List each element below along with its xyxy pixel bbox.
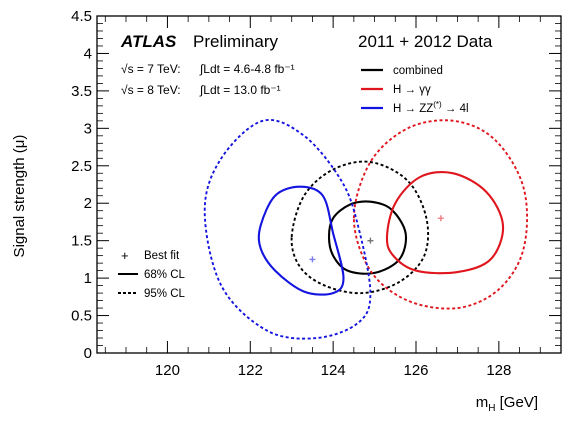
y-tick-label: 0: [84, 345, 92, 362]
axis-ticks: [97, 15, 561, 354]
y-tick-label: 2.5: [71, 158, 92, 175]
lumi-7tev-value: ∫Ldt = 4.6-4.8 fb⁻¹: [199, 62, 295, 76]
y-axis-title: Signal strength (μ): [11, 135, 28, 258]
combined-best-fit-marker: [367, 237, 374, 244]
channel-legend: combined H → γγ H → ZZ(*) → 4l: [361, 65, 469, 115]
zz-best-fit-marker: [309, 256, 316, 263]
tick-labels: 0 0.5 1 1.5 2 2.5 3 3.5 4 4.5 120 122 124 126 128: [71, 8, 511, 379]
legend-gg-label: H → γγ: [393, 84, 431, 96]
x-tick-label: 120: [155, 362, 180, 379]
y-tick-label: 1: [84, 270, 92, 287]
x-axis-title: mH [GeV]: [476, 394, 538, 414]
style-legend: + Best fit 68% CL 95% CL: [118, 248, 186, 300]
x-tick-label: 128: [486, 362, 511, 379]
y-tick-label: 2: [84, 195, 92, 212]
combined-95cl-contour: [290, 160, 430, 295]
gg-best-fit-marker: [437, 215, 444, 222]
dataset-label: 2011 + 2012 Data: [358, 32, 493, 51]
plot-frame: [96, 15, 562, 354]
legend-95cl-label: 95% CL: [144, 288, 186, 300]
y-tick-label: 4: [84, 45, 92, 62]
y-tick-label: 0.5: [71, 308, 92, 325]
x-tick-label: 122: [238, 362, 263, 379]
zz-68cl-contour: [257, 185, 345, 296]
y-tick-label: 3.5: [71, 83, 92, 100]
lumi-8tev-value: ∫Ldt = 13.0 fb⁻¹: [199, 83, 281, 97]
gg-95cl-contour: [352, 119, 529, 310]
y-tick-label: 3: [84, 120, 92, 137]
legend-combined-label: combined: [393, 65, 443, 77]
status-label: Preliminary: [193, 32, 279, 51]
legend-68cl-label: 68% CL: [144, 269, 186, 281]
legend-bestfit-marker: +: [121, 248, 129, 263]
legend-zz-label: H → ZZ(*) → 4l: [393, 100, 469, 115]
contours: [203, 119, 529, 340]
x-tick-label: 126: [403, 362, 428, 379]
y-tick-label: 4.5: [71, 8, 92, 25]
legend-bestfit-label: Best fit: [144, 250, 180, 262]
zz-95cl-contour: [203, 119, 372, 340]
gg-68cl-contour: [385, 171, 505, 275]
lumi-7tev-energy: √s = 7 TeV:: [121, 62, 181, 76]
y-tick-label: 1.5: [71, 233, 92, 250]
x-tick-label: 124: [321, 362, 346, 379]
atlas-label: ATLAS: [120, 32, 177, 51]
lumi-8tev-energy: √s = 8 TeV:: [121, 83, 181, 97]
